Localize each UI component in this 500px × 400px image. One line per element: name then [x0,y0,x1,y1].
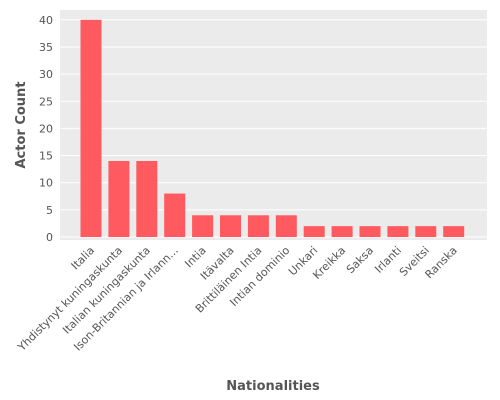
bar [247,215,269,237]
bar [108,160,130,237]
bar [192,215,214,237]
bar [387,226,409,237]
bar [303,226,325,237]
y-axis-ticks: 0 5 10 15 20 25 30 35 40 [39,14,53,244]
bar [331,226,353,237]
bar [443,226,465,237]
y-tick-label: 25 [39,95,53,108]
bar [220,215,241,237]
bar [359,226,381,237]
bar [415,226,437,237]
bar [164,193,186,237]
x-axis-title: Nationalities [226,379,320,394]
y-tick-label: 30 [39,68,53,81]
y-tick-label: 35 [39,41,53,54]
grid-lines [60,19,487,238]
x-tick-label: Saksa [344,244,376,276]
y-tick-label: 15 [39,150,53,163]
bar [80,19,102,237]
bars [80,19,465,237]
y-tick-label: 5 [46,204,53,217]
bar [275,215,297,237]
y-tick-label: 40 [39,14,53,27]
y-tick-label: 20 [39,122,53,135]
y-tick-label: 0 [46,231,53,244]
bar [136,160,158,237]
y-tick-label: 10 [39,177,53,190]
plot-background [60,10,487,240]
y-axis-title: Actor Count [14,81,29,168]
x-tick-label: Yhdistynyt kuningaskunta [15,244,125,354]
